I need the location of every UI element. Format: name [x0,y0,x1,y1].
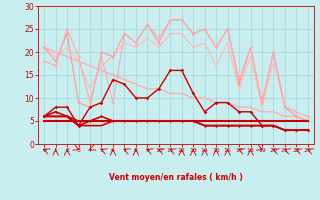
X-axis label: Vent moyen/en rafales ( km/h ): Vent moyen/en rafales ( km/h ) [109,173,243,182]
